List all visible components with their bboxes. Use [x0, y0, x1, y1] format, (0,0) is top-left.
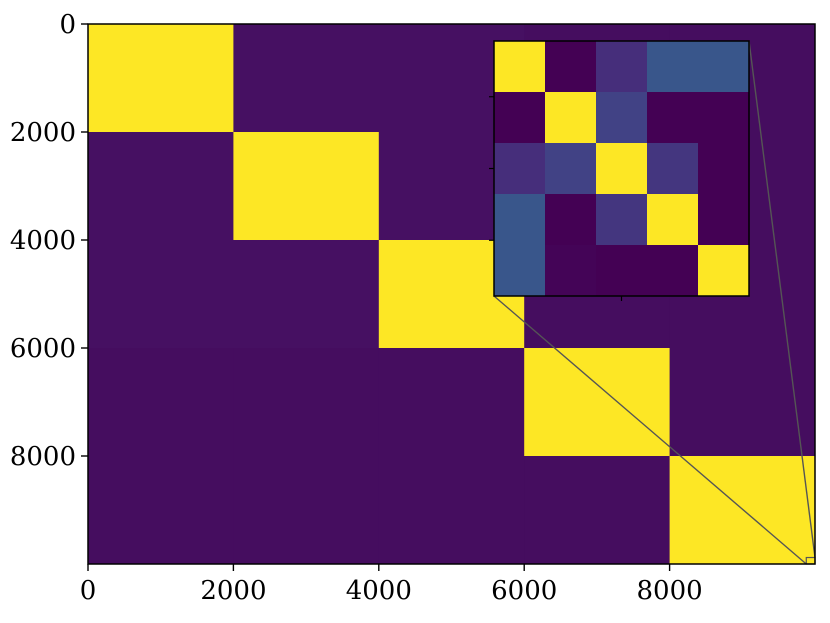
y-tick-label: 0 [59, 10, 76, 40]
x-tick-label: 4000 [346, 576, 412, 606]
inset-cell-1-4 [698, 92, 750, 144]
x-tick-label: 8000 [637, 576, 703, 606]
heatmap-cell-3-2 [378, 348, 525, 457]
connector-line-top [748, 40, 816, 558]
inset-axis-ticks [489, 96, 623, 301]
heatmap-cell-0-0 [88, 24, 234, 133]
heatmap-cell-0-1 [233, 24, 380, 133]
inset-cell-4-0 [494, 245, 546, 297]
inset-cell-1-0 [494, 92, 546, 144]
inset-cell-2-3 [647, 143, 699, 195]
x-tick-label: 0 [80, 576, 97, 606]
heatmap-cell-1-0 [88, 132, 234, 241]
y-tick-label: 2000 [10, 118, 76, 148]
inset-cell-0-3 [647, 41, 699, 93]
inset-cell-0-0 [494, 41, 546, 93]
plot-frame [87, 23, 816, 565]
inset-cell-4-1 [545, 245, 597, 297]
x-axis: 0 2000 4000 6000 8000 [80, 564, 703, 606]
inset-cell-3-4 [698, 194, 750, 246]
heatmap-cell-4-1 [233, 456, 380, 565]
inset-cell-1-3 [647, 92, 699, 144]
x-tick-label: 2000 [200, 576, 266, 606]
heatmap-cell-2-1 [233, 240, 380, 349]
inset-cell-0-4 [698, 41, 750, 93]
x-tick-label: 6000 [491, 576, 557, 606]
y-axis: 0 2000 4000 6000 8000 [10, 10, 88, 472]
inset-cell-4-2 [596, 245, 648, 297]
inset-cell-3-2 [596, 194, 648, 246]
y-tick-label: 4000 [10, 226, 76, 256]
inset-cell-3-1 [545, 194, 597, 246]
heatmap-cell-4-0 [88, 456, 234, 565]
inset-cell-2-2 [596, 143, 648, 195]
inset-cell-3-0 [494, 194, 546, 246]
inset-cell-2-0 [494, 143, 546, 195]
inset-cell-1-1 [545, 92, 597, 144]
heatmap-cell-4-4 [669, 456, 816, 565]
inset-cell-1-2 [596, 92, 648, 144]
heatmap-cell-4-3 [524, 456, 671, 565]
heatmap-cell-4-2 [378, 456, 525, 565]
inset-cell-2-4 [698, 143, 750, 195]
inset-heatmap-cells [494, 41, 750, 297]
connector-line-bottom [493, 295, 807, 565]
inset-cell-3-3 [647, 194, 699, 246]
inset-cell-4-3 [647, 245, 699, 297]
y-tick-label: 8000 [10, 442, 76, 472]
inset-cell-2-1 [545, 143, 597, 195]
inset-cell-0-1 [545, 41, 597, 93]
heatmap-cell-3-1 [233, 348, 380, 457]
heatmap-cell-3-3 [524, 348, 671, 457]
inset-cell-4-4 [698, 245, 750, 297]
heatmap-cell-1-1 [233, 132, 380, 241]
heatmap-cell-3-0 [88, 348, 234, 457]
y-tick-label: 6000 [10, 334, 76, 364]
heatmap-cell-3-4 [669, 348, 816, 457]
inset-cell-0-2 [596, 41, 648, 93]
heatmap-cell-2-0 [88, 240, 234, 349]
